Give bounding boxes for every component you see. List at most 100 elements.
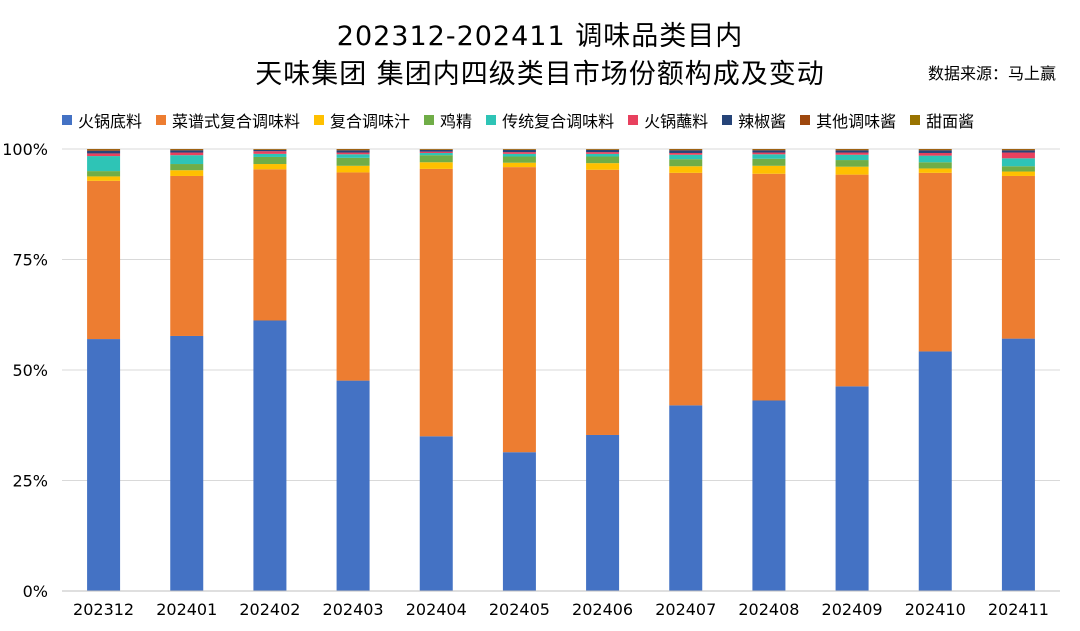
bar-segment <box>918 155 952 163</box>
legend-swatch <box>800 115 811 125</box>
chart-title-line2: 天味集团 集团内四级类目市场份额构成及变动 <box>255 59 825 90</box>
bar-segment <box>752 173 786 401</box>
legend-swatch <box>424 115 435 125</box>
bar-segment <box>502 167 536 453</box>
bar-segment <box>87 153 121 157</box>
bar-segment <box>835 174 869 387</box>
bar-segment <box>419 168 453 437</box>
bar-segment <box>586 169 620 435</box>
bar-segment <box>170 150 204 153</box>
x-tick-label: 202403 <box>323 600 384 619</box>
bar-segment <box>918 152 952 156</box>
bar-segment <box>87 149 121 151</box>
bar-segment <box>336 149 370 151</box>
x-tick-label: 202402 <box>239 600 300 619</box>
bar-segment <box>419 436 453 591</box>
x-tick-label: 202406 <box>572 600 633 619</box>
legend-label: 辣椒酱 <box>738 112 787 131</box>
bar-segment <box>752 154 786 159</box>
bar-segment <box>87 150 121 154</box>
legend-item: 菜谱式复合调味料 <box>156 108 300 132</box>
bar-segment <box>752 150 786 153</box>
bar-segment <box>1001 338 1035 591</box>
bar-segment <box>87 171 121 177</box>
x-tick-label: 202404 <box>406 600 467 619</box>
bar-segment <box>586 149 620 153</box>
bar-segment <box>502 452 536 591</box>
bar-segment <box>1001 152 1035 159</box>
bar-segment <box>253 164 287 170</box>
bar-segment <box>253 320 287 591</box>
legend-label: 菜谱式复合调味料 <box>172 112 301 131</box>
chart-legend: 火锅底料 菜谱式复合调味料 复合调味汁 鸡精 传统复合调味料 火锅蘸料 辣椒酱 其他调味酱 甜面… <box>62 108 974 132</box>
x-tick-label: 202407 <box>655 600 716 619</box>
bar-segment <box>87 156 121 172</box>
bar-segment <box>419 155 453 163</box>
y-tick-label: 100% <box>2 140 48 159</box>
bar-segment <box>835 154 869 161</box>
legend-swatch <box>62 115 72 125</box>
bar-segment <box>87 339 121 591</box>
chart-title-line1: 202312-202411 调味品类目内 <box>336 21 744 52</box>
bar-segment <box>170 152 204 156</box>
bar-segment <box>835 150 869 153</box>
legend-item: 火锅蘸料 <box>628 108 708 132</box>
bar-segment <box>1001 166 1035 172</box>
bar-segment <box>586 163 620 170</box>
bar-segment <box>253 169 287 321</box>
bar-segment <box>752 400 786 591</box>
y-tick-label: 25% <box>12 472 48 491</box>
legend-swatch <box>628 115 639 125</box>
legend-swatch <box>486 115 497 125</box>
bar-segment <box>170 335 204 591</box>
bar-segment <box>170 164 204 171</box>
x-tick-label: 202408 <box>738 600 799 619</box>
bar-segment <box>419 151 453 153</box>
bar-segment <box>752 149 786 151</box>
x-tick-label: 202410 <box>905 600 966 619</box>
bar-segment <box>835 166 869 175</box>
bar-segment <box>419 149 453 152</box>
y-tick-label: 0% <box>23 582 48 601</box>
legend-label: 传统复合调味料 <box>502 112 615 131</box>
bar-segment <box>918 172 952 352</box>
x-tick-label: 202401 <box>156 600 217 619</box>
bar-segment <box>1001 175 1035 339</box>
data-source-note: 数据来源：马上赢 <box>927 64 1056 83</box>
bar-segment <box>918 168 952 173</box>
bar-segment <box>835 149 869 151</box>
bar-segment <box>918 150 952 153</box>
bar-segment <box>669 149 703 151</box>
bar-segment <box>336 152 370 155</box>
legend-item: 传统复合调味料 <box>486 108 614 132</box>
bar-segment <box>669 152 703 155</box>
bar-segment <box>669 405 703 591</box>
legend-label: 复合调味汁 <box>330 112 411 131</box>
bar-segment <box>253 151 287 154</box>
bar-segment <box>502 156 536 163</box>
legend-swatch <box>156 115 167 125</box>
bar-segment <box>336 172 370 381</box>
bar-segment <box>87 180 121 340</box>
bar-segment <box>752 158 786 166</box>
bar-segment <box>1001 149 1035 151</box>
bar-segment <box>669 166 703 173</box>
bar-segment <box>87 176 121 181</box>
bar-segment <box>586 152 620 154</box>
bar-segment <box>253 149 287 152</box>
bar-segment <box>336 154 370 158</box>
bar-segment <box>1001 158 1035 167</box>
bar-segment <box>669 150 703 153</box>
x-tick-label: 202312 <box>73 600 134 619</box>
bar-segment <box>1001 150 1035 153</box>
bar-segment <box>253 153 287 157</box>
legend-swatch <box>910 115 921 125</box>
legend-label: 甜面酱 <box>926 112 975 131</box>
bar-segment <box>419 162 453 169</box>
bar-segment <box>336 165 370 173</box>
x-tick-label: 202409 <box>822 600 883 619</box>
bar-segment <box>502 152 536 154</box>
legend-label: 其他调味酱 <box>816 112 897 131</box>
y-tick-label: 75% <box>12 251 48 270</box>
